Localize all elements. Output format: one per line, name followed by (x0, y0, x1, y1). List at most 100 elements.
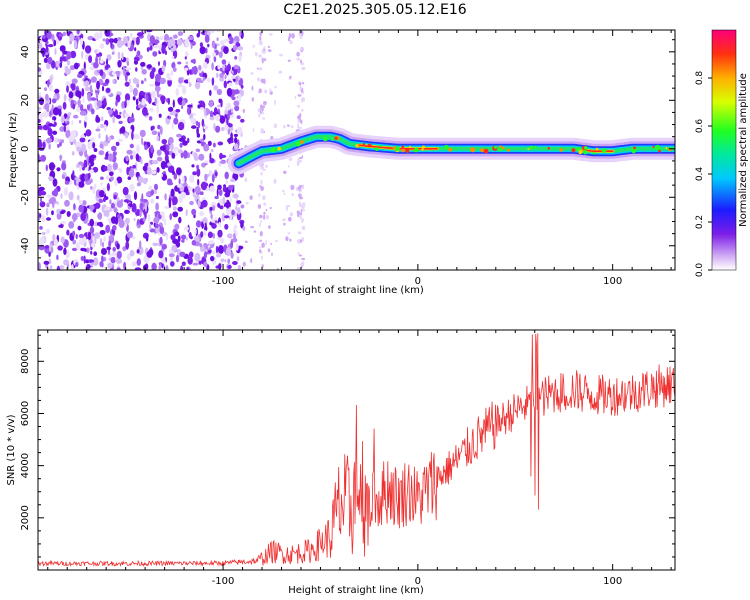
noise-speck (101, 255, 104, 263)
noise-speck (181, 234, 187, 240)
noise-speck (109, 176, 114, 182)
noise-speck (199, 107, 204, 111)
noise-speck (140, 61, 146, 67)
noise-speck (88, 55, 93, 63)
noise-speck (216, 252, 222, 258)
noise-speck (196, 133, 201, 138)
noise-speck (117, 51, 121, 60)
noise-speck (146, 166, 150, 172)
noise-speck (211, 62, 214, 71)
noise-speck (199, 243, 203, 248)
noise-speck (59, 45, 66, 52)
signal-track (227, 125, 675, 175)
noise-speck (185, 61, 189, 65)
signal-blob (368, 143, 372, 148)
noise-speck (237, 265, 242, 270)
noise-speck (287, 59, 291, 62)
noise-speck (164, 193, 167, 201)
noise-speck (107, 153, 114, 162)
noise-speck (299, 85, 302, 91)
noise-speck (116, 243, 120, 250)
signal-blob (379, 145, 382, 148)
noise-speck (147, 96, 152, 104)
noise-speck (40, 47, 46, 55)
noise-speck (216, 188, 219, 197)
noise-speck (97, 212, 103, 220)
snr-frame (37, 329, 676, 571)
noise-speck (180, 151, 184, 159)
noise-speck (63, 247, 67, 255)
noise-speck (56, 254, 59, 260)
signal-blob (529, 145, 533, 150)
noise-speck (149, 107, 154, 112)
x-tick-label: 0 (415, 576, 421, 587)
noise-speck (84, 86, 91, 92)
noise-speck (260, 172, 263, 176)
snr-plot-area (38, 333, 675, 567)
noise-speck (101, 116, 104, 122)
noise-speck (52, 107, 60, 116)
noise-speck (125, 155, 129, 162)
noise-speck (171, 62, 176, 69)
signal-blob (655, 144, 661, 150)
noise-speck (93, 148, 98, 152)
noise-speck (209, 206, 213, 211)
noise-speck (218, 98, 222, 104)
noise-speck (279, 53, 283, 57)
noise-speck (237, 93, 242, 102)
noise-speck (120, 199, 124, 203)
noise-speck (142, 165, 148, 172)
noise-speck (60, 193, 63, 199)
noise-speck (210, 250, 216, 254)
noise-speck (195, 120, 199, 127)
noise-speck (235, 205, 238, 211)
noise-speck (124, 209, 129, 214)
noise-speck (206, 187, 209, 192)
noise-speck (87, 105, 90, 111)
noise-speck (233, 193, 239, 199)
noise-speck (174, 231, 180, 237)
noise-speck (58, 224, 64, 228)
noise-speck (164, 150, 170, 156)
noise-speck (301, 66, 306, 71)
noise-speck (99, 69, 104, 77)
noise-speck (177, 121, 185, 131)
noise-speck (59, 126, 65, 132)
noise-speck (287, 36, 291, 42)
noise-speck (263, 211, 266, 215)
noise-speck (84, 248, 87, 252)
noise-speck (82, 96, 85, 103)
noise-speck (175, 108, 181, 113)
noise-speck (141, 69, 147, 75)
noise-speck (283, 170, 287, 174)
noise-speck (96, 80, 100, 90)
noise-speck (136, 218, 140, 226)
noise-speck (263, 48, 266, 51)
noise-speck (128, 78, 131, 85)
noise-speck (46, 44, 49, 53)
noise-speck (185, 209, 188, 217)
noise-speck (212, 205, 215, 210)
noise-speck (236, 115, 241, 120)
noise-speck (291, 33, 295, 39)
signal-blob (483, 148, 489, 154)
noise-speck (60, 115, 65, 124)
noise-speck (66, 211, 71, 217)
noise-speck (199, 46, 206, 55)
noise-speck (274, 85, 277, 89)
noise-speck (226, 117, 229, 126)
noise-speck (133, 218, 136, 221)
noise-speck (48, 176, 54, 181)
noise-speck (261, 255, 263, 260)
noise-speck (170, 143, 174, 151)
noise-speck (253, 230, 257, 233)
noise-speck (285, 236, 289, 242)
noise-speck (95, 116, 101, 123)
noise-speck (165, 265, 169, 270)
noise-speck (267, 45, 270, 49)
snr-panel: -100 0 100 2000 4000 6000 8000 Height of strai… (6, 329, 676, 596)
noise-speck (78, 238, 85, 246)
noise-speck (45, 164, 48, 172)
noise-speck (63, 187, 69, 196)
noise-speck (242, 261, 246, 267)
